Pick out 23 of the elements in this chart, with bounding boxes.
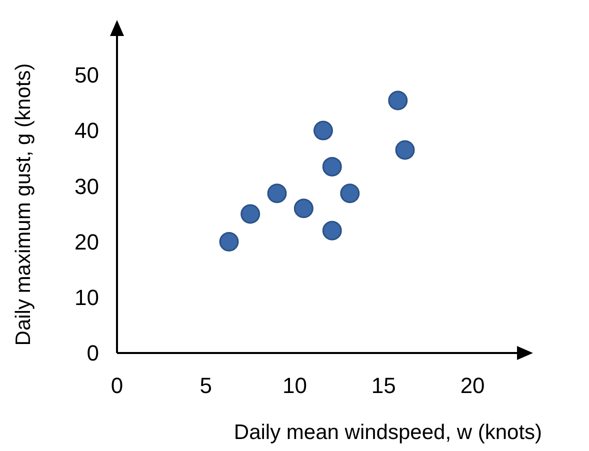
point bbox=[219, 232, 239, 252]
point bbox=[240, 204, 260, 224]
y-tick-label: 0 bbox=[86, 340, 99, 366]
y-axis-title: Daily maximum gust, g (knots) bbox=[12, 63, 35, 346]
x-tick-label: 15 bbox=[371, 373, 396, 398]
x-axis-title: Daily mean windspeed, w (knots) bbox=[234, 421, 542, 444]
point bbox=[322, 220, 342, 240]
y-tick-label: 10 bbox=[74, 285, 99, 310]
point bbox=[395, 140, 415, 160]
point bbox=[388, 90, 408, 110]
point bbox=[313, 120, 333, 140]
point bbox=[267, 184, 287, 204]
point bbox=[322, 156, 342, 176]
x-tick-label: 5 bbox=[200, 373, 212, 398]
point bbox=[340, 184, 360, 204]
y-tick-label: 20 bbox=[74, 229, 99, 254]
y-tick-label: 50 bbox=[74, 62, 99, 88]
y-tick-label: 30 bbox=[74, 174, 99, 199]
point bbox=[294, 198, 314, 218]
x-tick-label: 20 bbox=[460, 373, 485, 398]
x-tick-label: 10 bbox=[282, 373, 308, 398]
y-tick-label: 40 bbox=[74, 118, 99, 144]
x-tick-label: 0 bbox=[110, 373, 124, 398]
